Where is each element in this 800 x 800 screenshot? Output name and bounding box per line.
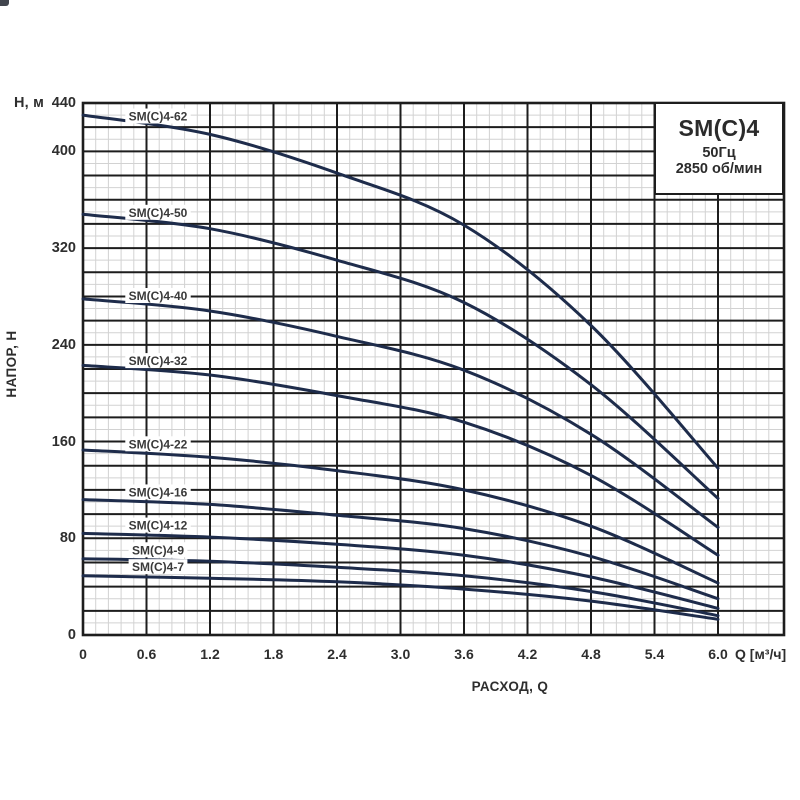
legend-model-name: SM(C)4 — [678, 115, 760, 141]
pump-curve-12 — [81, 531, 720, 610]
legend-speed: 2850 об/мин — [675, 161, 763, 177]
x-axis-title: РАСХОД, Q — [471, 679, 549, 694]
curve-label: SM(C)4-32 — [129, 354, 188, 368]
y-tick-label: 80 — [59, 530, 76, 547]
x-tick-label: 1.8 — [263, 646, 284, 662]
curve-label-bg — [125, 204, 191, 220]
pump-curve-50 — [81, 212, 720, 500]
curve-label: SM(C)4-12 — [129, 519, 188, 533]
pump-curve-16 — [81, 498, 720, 601]
curve-label-bg — [128, 542, 188, 558]
x-axis-unit-label: Q [м³/ч] — [735, 646, 787, 662]
x-tick-label: 4.2 — [517, 646, 538, 662]
curve-label-bg — [125, 436, 191, 452]
pump-curve-32 — [81, 363, 720, 557]
pump-curve-40 — [81, 297, 720, 529]
legend-frequency: 50Гц — [702, 145, 736, 161]
curve-label: SM(C)4-40 — [129, 289, 188, 303]
curve-label-bg — [125, 108, 191, 124]
x-tick-label: 0 — [79, 646, 87, 662]
y-tick-label: 160 — [51, 433, 76, 450]
curve-label: SM(C)4-7 — [132, 560, 184, 574]
x-tick-label: 3.0 — [390, 646, 411, 662]
y-axis-title: НАПОР, Н — [4, 330, 19, 398]
x-tick-label: 0.6 — [136, 646, 157, 662]
y-tick-label: 320 — [51, 240, 76, 257]
curve-label: SM(C)4-22 — [129, 437, 188, 451]
pump-curve-22 — [81, 448, 720, 585]
legend-box: SM(C)4 50Гц 2850 об/мин — [654, 102, 784, 195]
y-tick-label: 440 — [51, 95, 76, 111]
curve-label: SM(C)4-16 — [129, 485, 188, 499]
x-tick-label: 6.0 — [708, 646, 728, 662]
curve-label-bg — [128, 559, 188, 575]
curve-label-bg — [125, 484, 191, 500]
x-tick-label: 4.8 — [581, 646, 601, 662]
x-tick-label: 2.4 — [327, 646, 347, 662]
x-tick-label: 5.4 — [644, 646, 665, 662]
curve-label: SM(C)4-62 — [129, 110, 188, 124]
curve-label: SM(C)4-9 — [132, 543, 184, 557]
curve-label-bg — [125, 517, 191, 533]
y-tick-label: 0 — [67, 627, 76, 643]
x-tick-label: 3.6 — [454, 646, 474, 662]
x-tick-label: 1.2 — [200, 646, 220, 662]
scan-artifact — [0, 0, 9, 6]
plot-border — [81, 101, 786, 637]
pump-curve-9 — [81, 557, 720, 618]
curve-label: SM(C)4-50 — [129, 206, 188, 220]
curve-label-bg — [125, 353, 191, 369]
pump-curve-7 — [81, 574, 720, 621]
pump-curve-62 — [81, 113, 720, 470]
y-tick-label: 400 — [51, 143, 76, 160]
curve-label-bg — [125, 288, 191, 304]
y-tick-label: 240 — [51, 336, 76, 353]
y-axis-unit-label: Н, м — [13, 95, 44, 111]
